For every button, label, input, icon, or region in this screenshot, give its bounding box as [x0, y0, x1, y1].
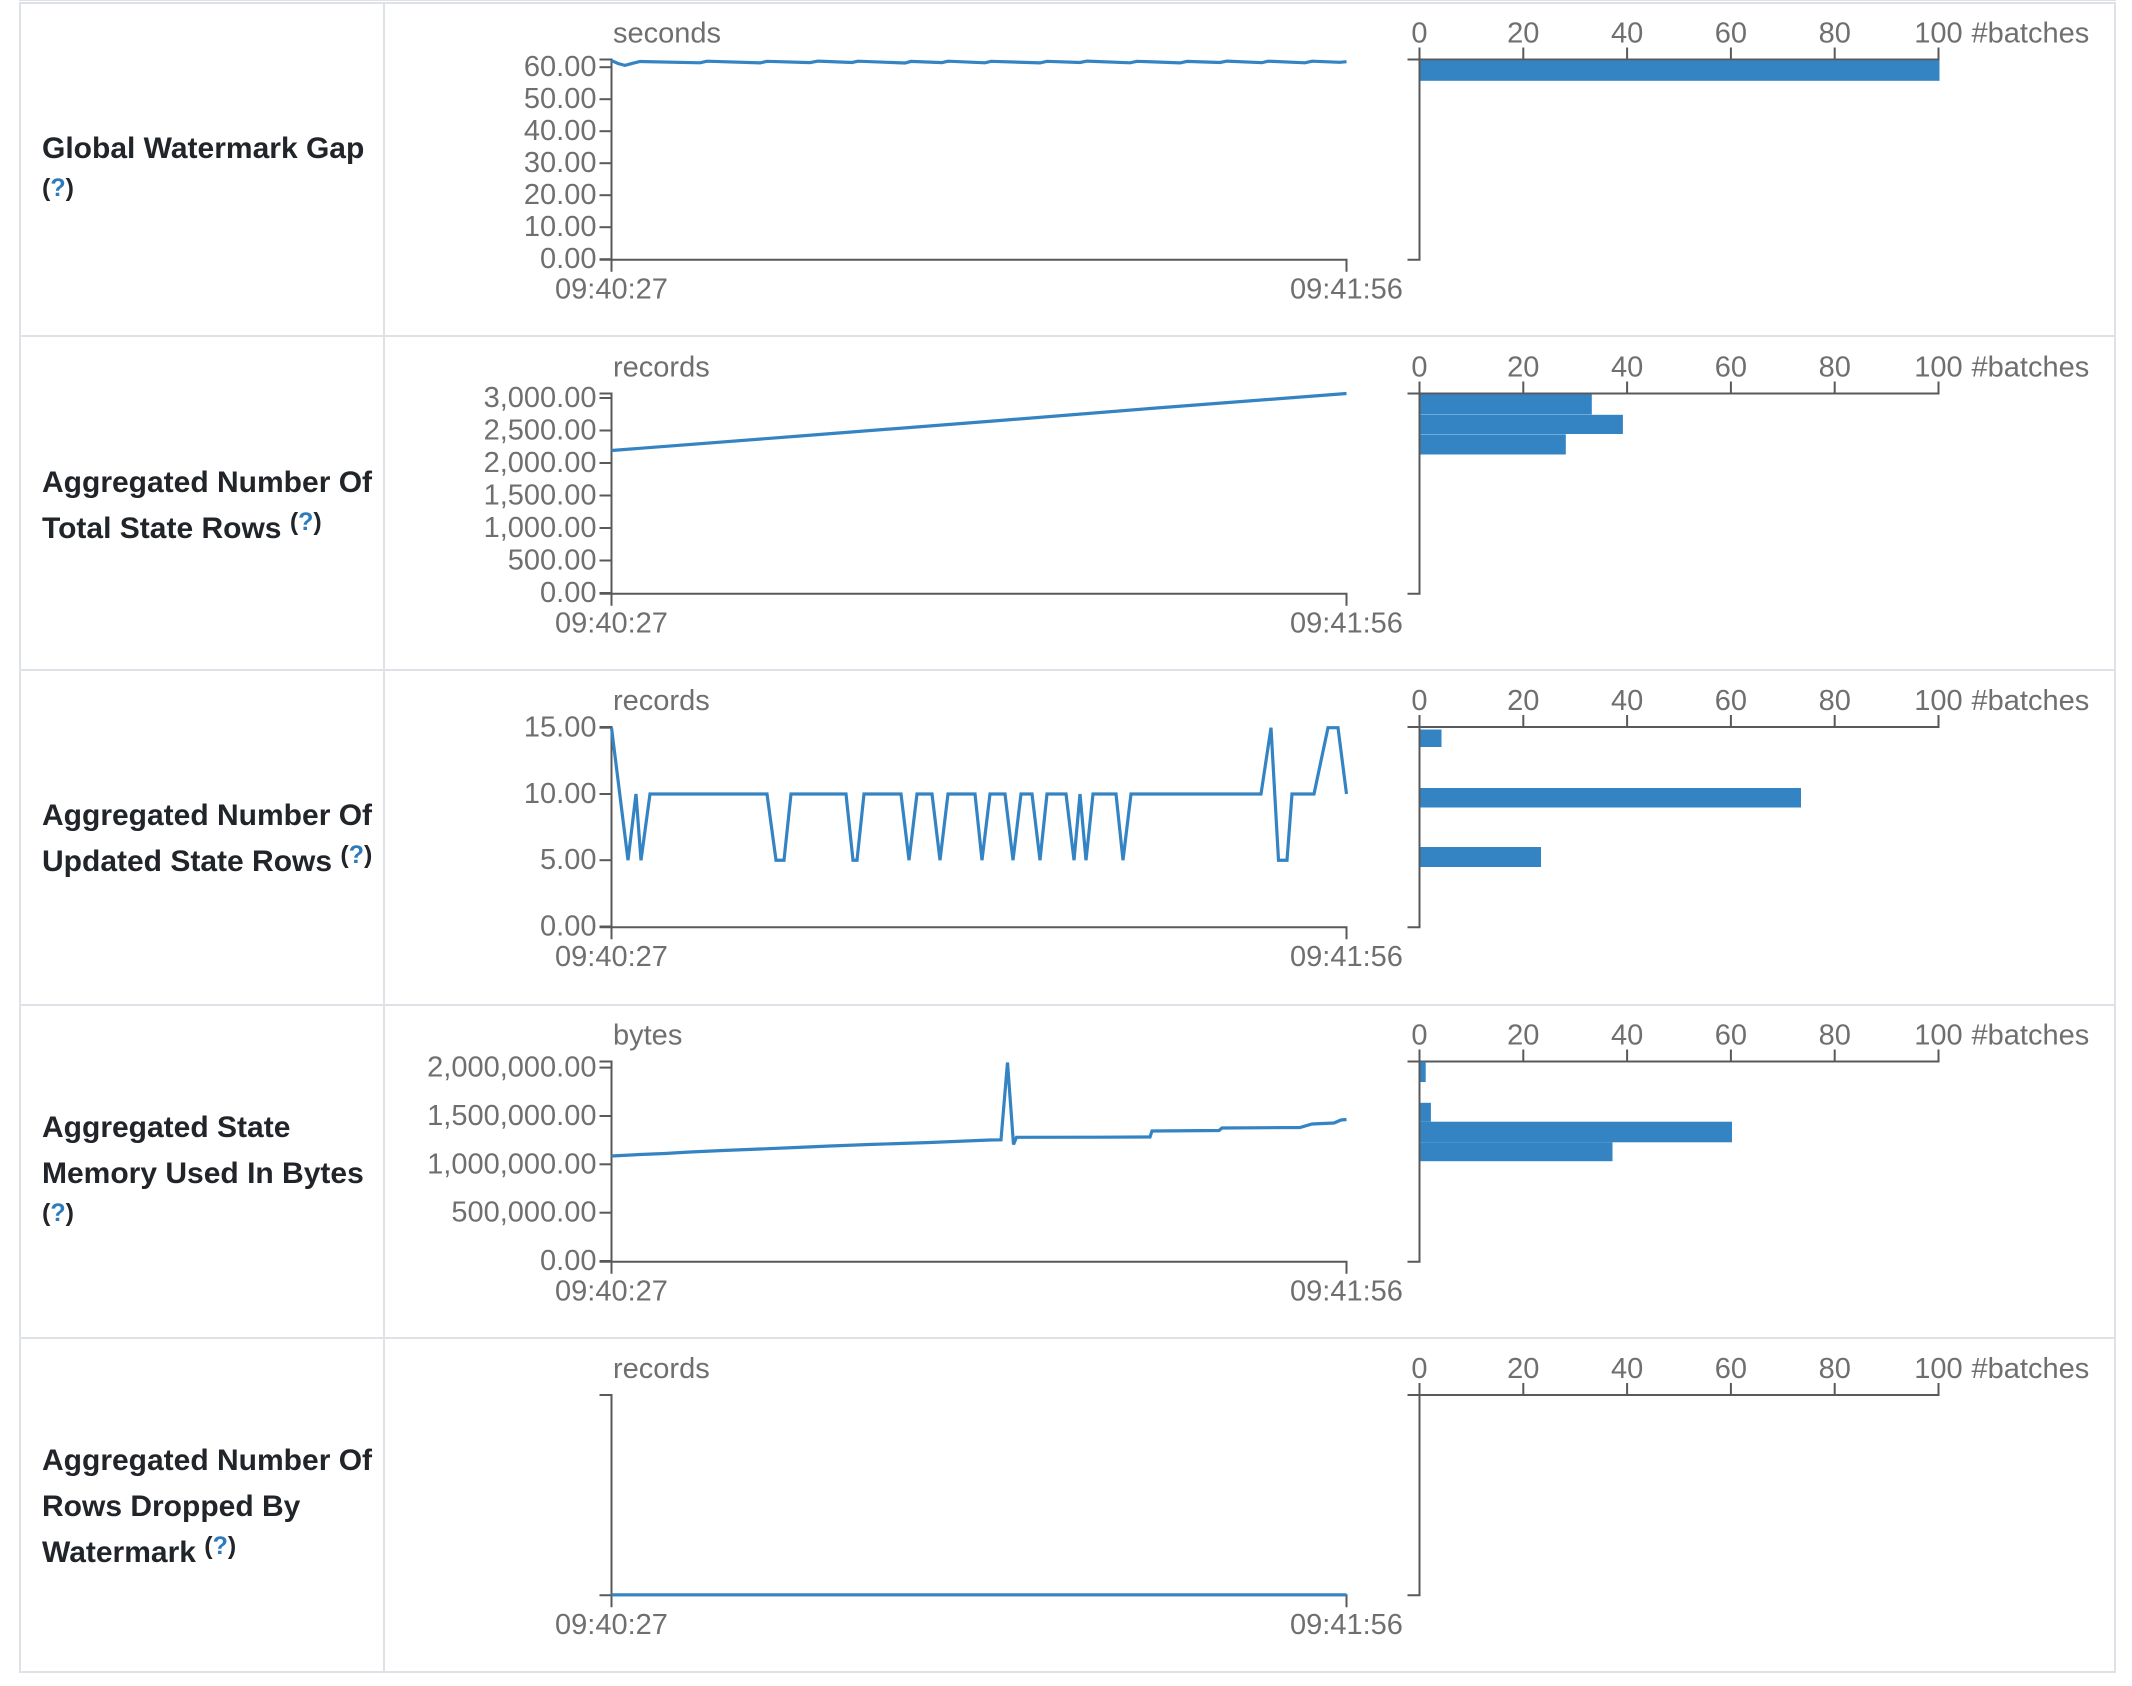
svg-text:60: 60: [1715, 1353, 1747, 1385]
svg-text:09:40:27: 09:40:27: [555, 941, 668, 973]
svg-text:09:40:27: 09:40:27: [555, 1609, 668, 1641]
svg-text:30.00: 30.00: [524, 147, 597, 179]
svg-text:09:40:27: 09:40:27: [555, 274, 668, 306]
svg-text:80: 80: [1819, 1020, 1851, 1052]
svg-text:100: 100: [1914, 352, 1962, 384]
svg-text:100: 100: [1914, 1353, 1962, 1385]
svg-text:100: 100: [1914, 685, 1962, 717]
svg-text:#batches: #batches: [1972, 352, 2090, 384]
svg-text:1,000,000.00: 1,000,000.00: [427, 1148, 596, 1180]
svg-text:0: 0: [1411, 18, 1427, 50]
svg-text:10.00: 10.00: [524, 211, 597, 243]
svg-text:0.00: 0.00: [540, 1245, 596, 1277]
svg-text:records: records: [613, 352, 710, 384]
svg-text:09:41:56: 09:41:56: [1290, 941, 1403, 973]
svg-text:80: 80: [1819, 18, 1851, 50]
svg-text:10.00: 10.00: [524, 778, 597, 810]
svg-text:#batches: #batches: [1972, 18, 2090, 50]
svg-text:0: 0: [1411, 1020, 1427, 1052]
svg-text:40.00: 40.00: [524, 115, 597, 147]
svg-text:20: 20: [1507, 352, 1539, 384]
svg-text:1,500,000.00: 1,500,000.00: [427, 1100, 596, 1132]
svg-text:20: 20: [1507, 18, 1539, 50]
svg-text:2,000,000.00: 2,000,000.00: [427, 1052, 596, 1084]
svg-text:records: records: [613, 685, 710, 717]
svg-text:40: 40: [1611, 685, 1643, 717]
svg-text:seconds: seconds: [613, 18, 721, 50]
svg-text:500.00: 500.00: [508, 545, 597, 577]
svg-text:60: 60: [1715, 685, 1747, 717]
svg-text:100: 100: [1914, 18, 1962, 50]
svg-text:09:41:56: 09:41:56: [1290, 608, 1403, 640]
svg-text:09:41:56: 09:41:56: [1290, 1276, 1403, 1308]
svg-text:5.00: 5.00: [540, 844, 596, 876]
svg-text:60: 60: [1715, 18, 1747, 50]
svg-text:#batches: #batches: [1972, 685, 2090, 717]
svg-text:500,000.00: 500,000.00: [451, 1197, 596, 1229]
svg-text:0: 0: [1411, 1353, 1427, 1385]
svg-text:09:41:56: 09:41:56: [1290, 1609, 1403, 1641]
svg-text:1,000.00: 1,000.00: [484, 512, 597, 544]
svg-text:09:41:56: 09:41:56: [1290, 274, 1403, 306]
svg-text:#batches: #batches: [1972, 1353, 2090, 1385]
svg-text:80: 80: [1819, 685, 1851, 717]
svg-text:40: 40: [1611, 1020, 1643, 1052]
svg-text:0.00: 0.00: [540, 243, 596, 275]
svg-text:20: 20: [1507, 685, 1539, 717]
svg-text:2,000.00: 2,000.00: [484, 447, 597, 479]
svg-text:40: 40: [1611, 1353, 1643, 1385]
svg-text:bytes: bytes: [613, 1020, 682, 1052]
svg-text:20: 20: [1507, 1353, 1539, 1385]
svg-text:3,000.00: 3,000.00: [484, 382, 597, 414]
svg-text:60.00: 60.00: [524, 51, 597, 83]
svg-text:0: 0: [1411, 352, 1427, 384]
svg-text:50.00: 50.00: [524, 83, 597, 115]
svg-text:80: 80: [1819, 352, 1851, 384]
svg-text:09:40:27: 09:40:27: [555, 608, 668, 640]
svg-text:0: 0: [1411, 685, 1427, 717]
svg-text:1,500.00: 1,500.00: [484, 480, 597, 512]
svg-text:09:40:27: 09:40:27: [555, 1276, 668, 1308]
svg-text:15.00: 15.00: [524, 712, 597, 744]
svg-text:40: 40: [1611, 352, 1643, 384]
svg-text:100: 100: [1914, 1020, 1962, 1052]
svg-text:20.00: 20.00: [524, 179, 597, 211]
svg-text:0.00: 0.00: [540, 577, 596, 609]
svg-text:40: 40: [1611, 18, 1643, 50]
svg-text:20: 20: [1507, 1020, 1539, 1052]
svg-text:0.00: 0.00: [540, 911, 596, 943]
svg-text:2,500.00: 2,500.00: [484, 415, 597, 447]
svg-text:60: 60: [1715, 1020, 1747, 1052]
svg-text:records: records: [613, 1353, 710, 1385]
svg-text:80: 80: [1819, 1353, 1851, 1385]
svg-text:#batches: #batches: [1972, 1020, 2090, 1052]
svg-text:60: 60: [1715, 352, 1747, 384]
